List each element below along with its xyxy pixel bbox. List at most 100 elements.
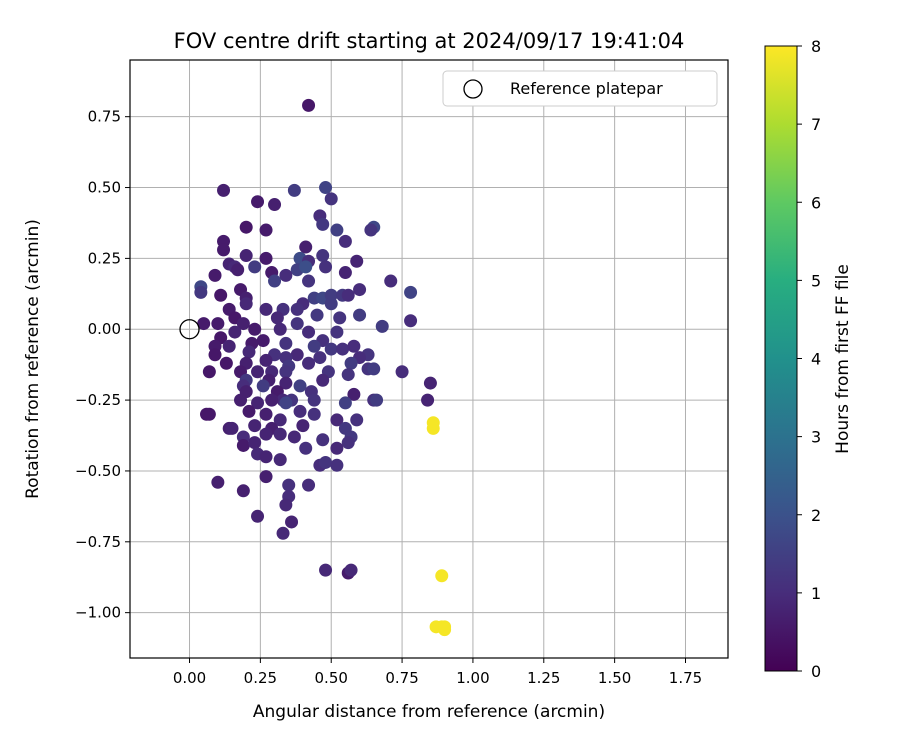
data-point: [251, 396, 265, 410]
data-point: [259, 407, 273, 421]
data-point: [279, 376, 293, 390]
data-point: [251, 509, 265, 523]
data-point: [239, 297, 253, 311]
data-point: [333, 311, 347, 325]
data-point: [330, 223, 344, 237]
data-point: [259, 353, 273, 367]
colorbar-ticks: 0 1 2 3 4 5 6 7 8: [797, 37, 821, 681]
y-tick-label: −1.00: [75, 604, 121, 622]
data-point: [290, 302, 304, 316]
data-point: [375, 319, 389, 333]
data-point: [302, 325, 316, 339]
data-point: [353, 308, 367, 322]
data-point: [219, 356, 233, 370]
data-point: [324, 192, 338, 206]
data-point: [202, 365, 216, 379]
data-point: [347, 387, 361, 401]
data-point: [268, 274, 282, 288]
colorbar-tick-label: 7: [811, 115, 821, 134]
data-point: [279, 268, 293, 282]
data-point: [341, 368, 355, 382]
data-point: [197, 317, 211, 331]
data-point: [268, 198, 282, 212]
data-point: [211, 317, 225, 331]
data-point: [364, 223, 378, 237]
data-point: [438, 620, 452, 634]
data-point: [290, 317, 304, 331]
data-point: [302, 478, 316, 492]
legend-marker: [463, 79, 483, 99]
x-tick-label: 1.50: [598, 669, 631, 687]
data-point: [319, 563, 333, 577]
data-point: [259, 470, 273, 484]
data-point: [435, 569, 449, 583]
legend-box: [442, 70, 718, 107]
data-point: [313, 351, 327, 365]
data-point: [228, 325, 242, 339]
data-point: [404, 314, 418, 328]
x-axis-label: Angular distance from reference (arcmin): [253, 702, 605, 722]
data-point: [242, 345, 256, 359]
data-point: [194, 285, 208, 299]
x-tick-label: 1.75: [669, 669, 702, 687]
data-point: [251, 195, 265, 209]
data-point: [319, 455, 333, 469]
data-point: [344, 356, 358, 370]
colorbar-tick-label: 6: [811, 193, 821, 212]
colorbar-label: Hours from first FF file: [833, 264, 853, 454]
data-point: [350, 413, 364, 427]
data-point: [336, 342, 350, 356]
data-point: [222, 339, 236, 353]
data-point: [341, 288, 355, 302]
data-point: [421, 393, 435, 407]
x-tick-label: 1.25: [527, 669, 560, 687]
data-point: [316, 373, 330, 387]
data-point: [423, 376, 437, 390]
colorbar-tick-label: 3: [811, 428, 821, 447]
x-tick-label: 1.00: [456, 669, 489, 687]
data-point: [265, 393, 279, 407]
y-tick-label: −0.75: [75, 533, 121, 551]
data-point: [293, 379, 307, 393]
data-point: [404, 285, 418, 299]
data-point: [347, 339, 361, 353]
data-point: [279, 336, 293, 350]
legend: Reference platepar: [442, 70, 718, 107]
legend-label: Reference platepar: [510, 79, 663, 98]
data-point: [426, 421, 440, 435]
data-point: [302, 274, 316, 288]
data-point: [236, 438, 250, 452]
data-point: [234, 393, 248, 407]
data-point: [239, 220, 253, 234]
data-point: [208, 348, 222, 362]
colorbar: 0 1 2 3 4 5 6 7 8 Hours from first FF file: [764, 37, 853, 681]
data-point: [307, 393, 321, 407]
data-point: [307, 339, 321, 353]
data-point: [259, 251, 273, 265]
data-point: [211, 475, 225, 489]
data-point: [353, 283, 367, 297]
data-point: [217, 183, 231, 197]
x-tick-label: 0.50: [315, 669, 348, 687]
data-point: [248, 322, 262, 336]
y-axis: 0.75 0.50 0.25 0.00 −0.25 −0.50 −0.75 −1.00: [75, 108, 130, 622]
data-point: [296, 419, 310, 433]
data-point: [236, 484, 250, 498]
data-point: [276, 526, 290, 540]
x-tick-label: 0.25: [244, 669, 277, 687]
data-point: [259, 302, 273, 316]
data-point: [279, 498, 293, 512]
data-point: [273, 322, 287, 336]
data-point: [251, 365, 265, 379]
data-point: [282, 478, 296, 492]
data-point: [287, 430, 301, 444]
y-tick-label: 0.75: [88, 108, 121, 126]
data-point: [330, 413, 344, 427]
data-point: [316, 217, 330, 231]
data-point: [302, 98, 316, 112]
colorbar-gradient: [764, 45, 798, 672]
data-point: [273, 413, 287, 427]
data-point: [248, 419, 262, 433]
data-point: [367, 362, 381, 376]
